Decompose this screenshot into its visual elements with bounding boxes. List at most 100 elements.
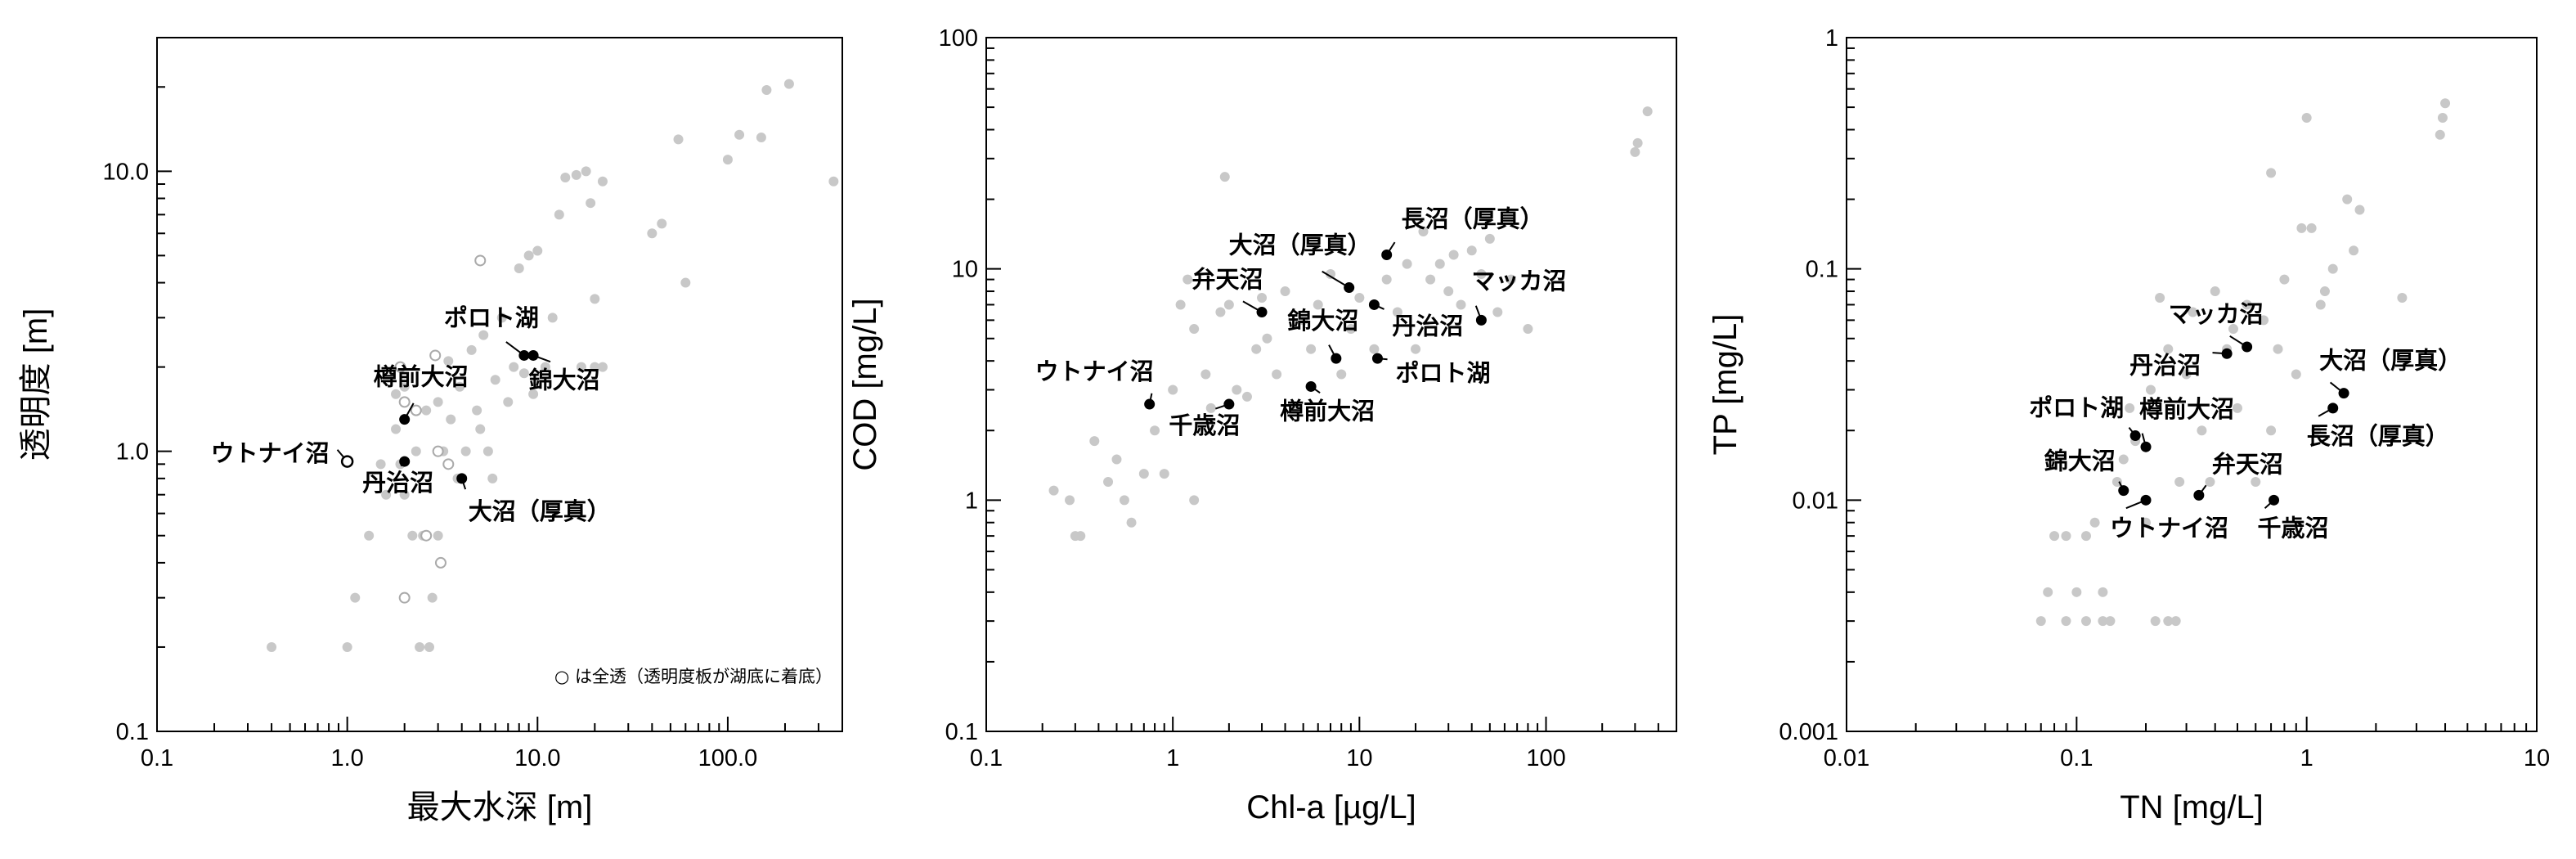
highlight-point-naganuma-atsuma (1381, 250, 1393, 261)
data-point (399, 489, 410, 500)
data-point (1219, 172, 1230, 182)
x-tick-label: 10.0 (514, 745, 560, 771)
data-point (399, 381, 410, 392)
data-point (2170, 616, 2181, 627)
data-point (1065, 495, 1075, 506)
y-tick-label: 1 (965, 488, 978, 514)
x-axis-label: 最大水深 [m] (407, 789, 593, 825)
x-tick-label: 0.1 (2060, 745, 2093, 771)
data-point (2349, 245, 2359, 256)
highlight-point-tanji-numa (1368, 299, 1380, 310)
x-axis-label: TN [mg/L] (2120, 789, 2264, 825)
y-tick-label: 0.1 (945, 719, 978, 745)
annotation-utonai-numa: ウトナイ沼 (211, 439, 330, 467)
x-tick-label: 1.0 (330, 745, 363, 771)
data-point (1443, 286, 1454, 297)
data-point (2342, 194, 2353, 205)
data-point (1418, 227, 1429, 237)
data-point-open (398, 591, 411, 604)
data-point (1476, 268, 1487, 279)
annotation-tanji-numa: 丹治沼 (362, 469, 433, 497)
data-point (2150, 616, 2161, 627)
data-point (734, 129, 745, 140)
data-point (554, 209, 564, 220)
data-point-open (410, 404, 422, 416)
data-point (1298, 315, 1308, 326)
data-point (2291, 369, 2301, 380)
legend-note: ○ は全透（透明度板が湖底に着底） (554, 667, 832, 686)
annotation-utonai-numa: ウトナイ沼 (1035, 358, 1154, 385)
data-point (1381, 274, 1392, 285)
y-tick-label: 0.01 (1793, 488, 1838, 514)
highlight-point-nishiki-onuma (527, 349, 539, 361)
data-point (2174, 476, 2185, 487)
data-point (490, 375, 500, 385)
data-point (2118, 454, 2129, 465)
scatter-depth-transparency: 0.1 1.0 10.0 100.0 0.1 1.0 10.0 最大水深 [m] 透明度 [m]… (18, 37, 843, 825)
data-point (1200, 369, 1211, 380)
data-point (2089, 517, 2100, 528)
annotation-makka-numa: マッカ沼 (1471, 267, 1566, 295)
annotation-poroto-ko: ポロト湖 (2029, 394, 2124, 422)
annotation-nishiki-onuma: 錦大沼 (1287, 307, 1358, 335)
y-tick-label: 1.0 (116, 439, 149, 465)
x-tick-label: 0.1 (141, 745, 173, 771)
data-point (503, 397, 514, 407)
data-point (2319, 286, 2330, 297)
data-point (1642, 106, 1653, 117)
y-tick-label: 1 (1825, 25, 1838, 52)
data-point (2043, 587, 2053, 597)
highlight-point-makka-numa (2242, 341, 2253, 353)
data-point (1262, 333, 1272, 344)
data-point (2181, 369, 2192, 380)
highlight-point-tarumae-onuma (2140, 441, 2152, 452)
y-tick-label: 0.1 (1806, 257, 1838, 283)
data-point (1306, 344, 1317, 354)
data-point (415, 641, 425, 652)
data-point (1168, 385, 1178, 395)
data-point (2228, 324, 2238, 335)
data-point (2251, 476, 2261, 487)
x-tick-label: 10 (2524, 745, 2550, 771)
data-point (1241, 391, 1252, 402)
data-point (460, 446, 471, 456)
data-point (1354, 292, 1365, 303)
data-point (455, 381, 465, 392)
data-point (2188, 307, 2198, 317)
highlight-point-chitose-numa (2269, 494, 2280, 506)
data-point (496, 313, 507, 323)
annotation-nishiki-onuma: 錦大沼 (529, 366, 600, 394)
data-point (2266, 168, 2277, 178)
data-point (1425, 274, 1436, 285)
data-point (2437, 113, 2448, 124)
data-point (482, 446, 493, 456)
highlight-point-utonai-numa (2140, 494, 2152, 506)
data-point (1089, 436, 1100, 447)
data-point (446, 414, 456, 425)
data-point (1189, 495, 1200, 506)
y-axis-label: COD [mg/L] (847, 298, 883, 470)
x-tick-label: 100.0 (698, 745, 758, 771)
x-axis-label: Chl-a [µg/L] (1246, 789, 1416, 825)
data-point (2061, 531, 2071, 542)
data-point (1175, 299, 1186, 310)
data-point (761, 85, 772, 96)
x-tick-label: 10 (1346, 745, 1372, 771)
annotation-tarumae-onuma: 樽前大沼 (374, 363, 469, 391)
data-point-open (394, 361, 406, 373)
data-point (1189, 324, 1200, 335)
data-point (1392, 307, 1402, 317)
data-point (381, 489, 392, 500)
data-point (1183, 274, 1193, 285)
highlight-point-tarumae-onuma (1305, 380, 1317, 392)
data-point (1272, 369, 1282, 380)
data-point (1126, 517, 1137, 528)
data-point (2197, 425, 2207, 436)
data-point (1484, 233, 1495, 244)
annotation-poroto-ko: ポロト湖 (444, 304, 539, 331)
data-point (528, 389, 539, 399)
data-point (2259, 315, 2269, 326)
data-point (1466, 245, 1477, 256)
